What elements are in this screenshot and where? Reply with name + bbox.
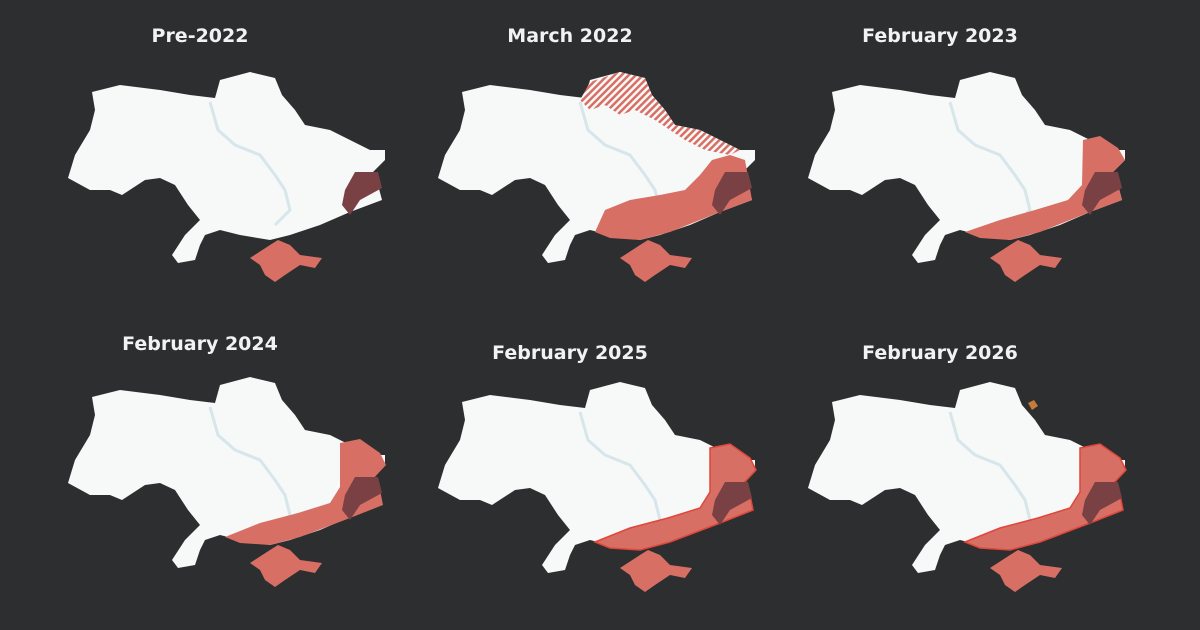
dnipro-river (948, 101, 1032, 227)
ukraine-territory (438, 382, 755, 573)
donbas-occupied-pre2022 (1082, 172, 1122, 215)
ukraine-map (68, 72, 385, 282)
ukraine-map (438, 382, 757, 592)
ukraine-territory (68, 72, 385, 263)
map-panel-pre2022: Pre-2022 (0, 0, 400, 300)
dnipro-river (578, 411, 662, 537)
map-panel-feb2026: February 2026 (0, 0, 1127, 592)
map-title: Pre-2022 (151, 25, 249, 47)
occupied-south-area (595, 155, 752, 240)
crimea-occupied (990, 240, 1062, 282)
map-title: February 2024 (122, 333, 278, 355)
crimea-occupied (250, 240, 322, 282)
map-panel-feb2023: February 2023 (0, 0, 1125, 300)
ukraine-territory (808, 382, 1125, 573)
ukraine-territory (68, 377, 385, 568)
ukraine-map (808, 72, 1125, 282)
occupied-area (592, 443, 757, 551)
map-panel-feb2024: February 2024 (0, 0, 400, 587)
ukraine-map (68, 377, 386, 587)
donbas-occupied-pre2022 (1082, 482, 1122, 525)
donbas-occupied-pre2022 (342, 172, 382, 215)
map-title: February 2023 (862, 25, 1018, 47)
dnipro-river (208, 101, 292, 227)
map-title: March 2022 (507, 25, 633, 47)
ukraine-map (808, 382, 1127, 592)
map-panel-mar2022: March 2022 (0, 0, 755, 300)
donbas-occupied-pre2022 (712, 172, 752, 215)
crimea-occupied (250, 545, 322, 587)
map-title: February 2026 (862, 342, 1018, 364)
contested-north-area (580, 72, 740, 155)
ukraine-map (438, 72, 755, 282)
crimea-occupied (990, 550, 1062, 592)
occupied-area (965, 136, 1125, 240)
occupied-area (225, 439, 386, 545)
map-title: February 2025 (492, 342, 648, 364)
crimea-occupied (620, 550, 692, 592)
crimea-occupied (620, 240, 692, 282)
occupied-area (962, 443, 1127, 551)
donbas-occupied-pre2022 (342, 477, 382, 520)
ukraine-territory (808, 72, 1125, 263)
occupied-border-pocket (1028, 400, 1038, 410)
dnipro-river (208, 406, 292, 532)
dnipro-river (948, 411, 1032, 537)
donbas-occupied-pre2022 (712, 482, 752, 525)
map-panel-feb2025: February 2025 (0, 0, 757, 592)
